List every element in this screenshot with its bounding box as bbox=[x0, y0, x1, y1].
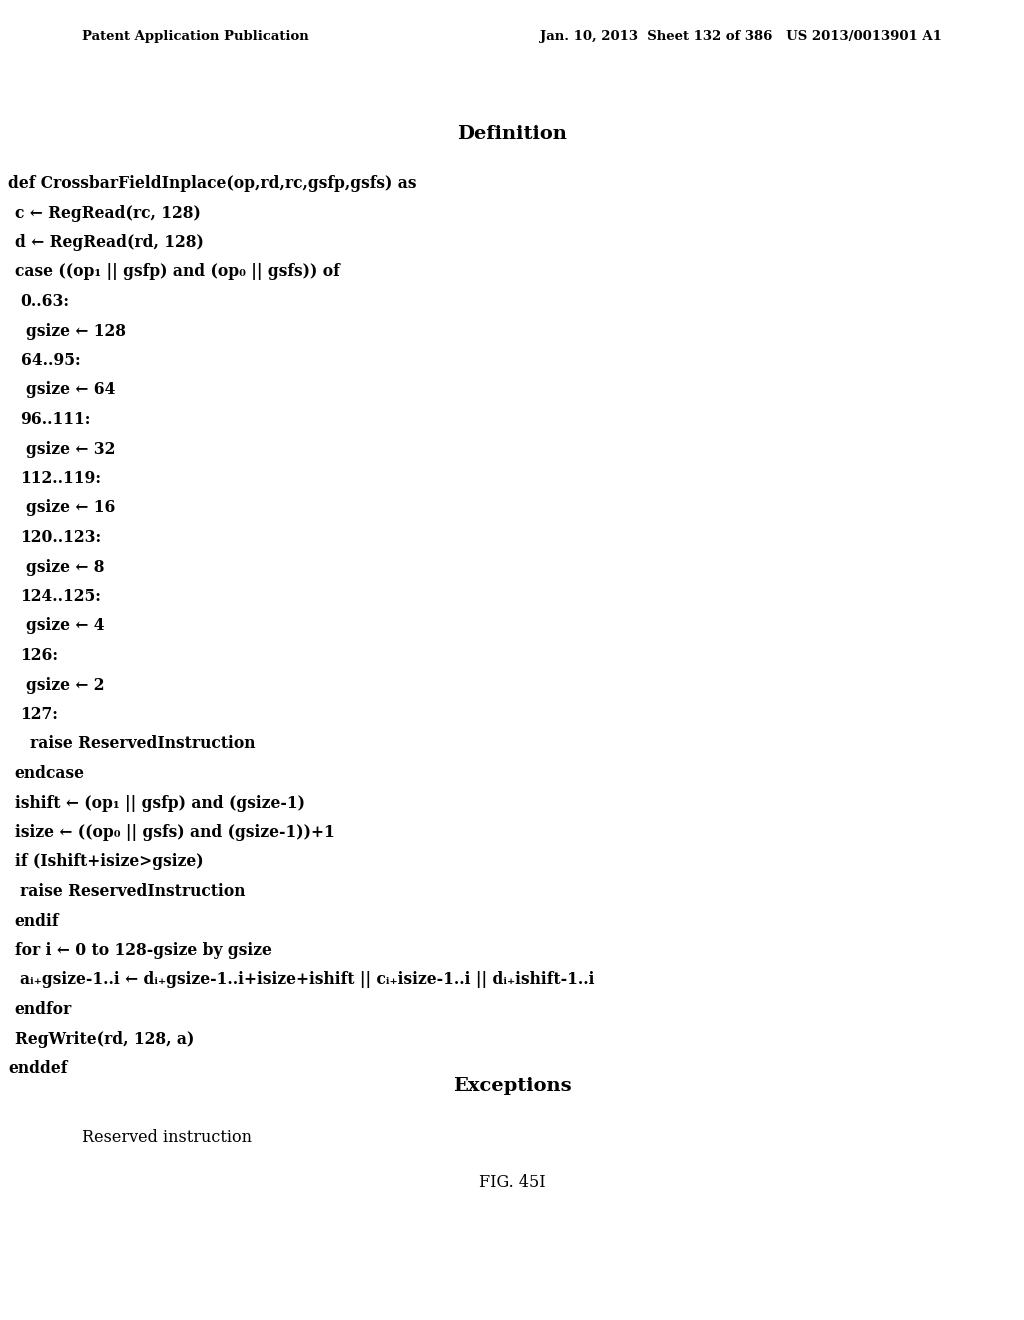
Text: FIG. 45I: FIG. 45I bbox=[478, 1173, 546, 1191]
Text: 112..119:: 112..119: bbox=[20, 470, 101, 487]
Text: endif: endif bbox=[14, 912, 59, 929]
Text: gsize ← 4: gsize ← 4 bbox=[27, 618, 104, 635]
Text: endcase: endcase bbox=[14, 766, 85, 781]
Text: def CrossbarFieldInplace(op,rd,rc,gsfp,gsfs) as: def CrossbarFieldInplace(op,rd,rc,gsfp,g… bbox=[8, 176, 417, 191]
Text: 126:: 126: bbox=[20, 647, 58, 664]
Text: Jan. 10, 2013  Sheet 132 of 386   US 2013/0013901 A1: Jan. 10, 2013 Sheet 132 of 386 US 2013/0… bbox=[540, 30, 942, 44]
Text: 0..63:: 0..63: bbox=[20, 293, 70, 310]
Text: gsize ← 16: gsize ← 16 bbox=[27, 499, 116, 516]
Text: Definition: Definition bbox=[457, 125, 567, 143]
Text: 127:: 127: bbox=[20, 706, 58, 723]
Text: gsize ← 2: gsize ← 2 bbox=[27, 676, 104, 693]
Text: d ← RegRead(rd, 128): d ← RegRead(rd, 128) bbox=[14, 234, 204, 251]
Text: 96..111:: 96..111: bbox=[20, 411, 91, 428]
Text: for i ← 0 to 128-gsize by gsize: for i ← 0 to 128-gsize by gsize bbox=[14, 942, 271, 960]
Text: isize ← ((op₀ || gsfs) and (gsize-1))+1: isize ← ((op₀ || gsfs) and (gsize-1))+1 bbox=[14, 824, 335, 841]
Text: gsize ← 64: gsize ← 64 bbox=[27, 381, 116, 399]
Text: c ← RegRead(rc, 128): c ← RegRead(rc, 128) bbox=[14, 205, 201, 222]
Text: gsize ← 8: gsize ← 8 bbox=[27, 558, 104, 576]
Text: raise ReservedInstruction: raise ReservedInstruction bbox=[31, 735, 256, 752]
Text: case ((op₁ || gsfp) and (op₀ || gsfs)) of: case ((op₁ || gsfp) and (op₀ || gsfs)) o… bbox=[14, 264, 340, 281]
Text: raise ReservedInstruction: raise ReservedInstruction bbox=[20, 883, 246, 900]
Text: aᵢ₊gsize-1..i ← dᵢ₊gsize-1..i+isize+ishift || cᵢ₊isize-1..i || dᵢ₊ishift-1..i: aᵢ₊gsize-1..i ← dᵢ₊gsize-1..i+isize+ishi… bbox=[20, 972, 595, 989]
Text: 64..95:: 64..95: bbox=[20, 352, 80, 370]
Text: gsize ← 32: gsize ← 32 bbox=[27, 441, 116, 458]
Text: if (Ishift+isize>gsize): if (Ishift+isize>gsize) bbox=[14, 854, 204, 870]
Text: 120..123:: 120..123: bbox=[20, 529, 101, 546]
Text: RegWrite(rd, 128, a): RegWrite(rd, 128, a) bbox=[14, 1031, 195, 1048]
Text: Patent Application Publication: Patent Application Publication bbox=[82, 30, 309, 44]
Text: enddef: enddef bbox=[8, 1060, 68, 1077]
Text: 124..125:: 124..125: bbox=[20, 587, 101, 605]
Text: ishift ← (op₁ || gsfp) and (gsize-1): ishift ← (op₁ || gsfp) and (gsize-1) bbox=[14, 795, 305, 812]
Text: gsize ← 128: gsize ← 128 bbox=[27, 322, 126, 339]
Text: Reserved instruction: Reserved instruction bbox=[82, 1129, 252, 1146]
Text: Exceptions: Exceptions bbox=[453, 1077, 571, 1094]
Text: endfor: endfor bbox=[14, 1001, 72, 1018]
